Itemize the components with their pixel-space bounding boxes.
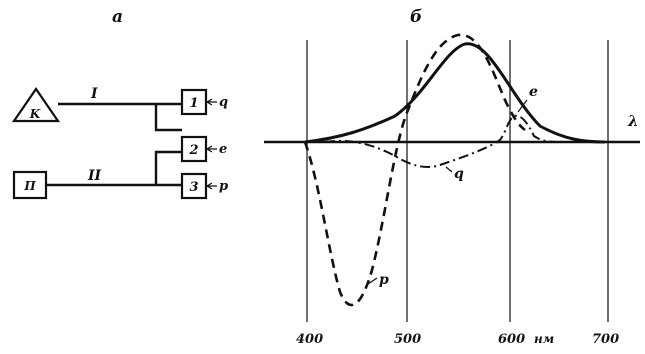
wire-branch-2	[154, 150, 182, 185]
wire-branch-1	[154, 104, 182, 132]
source-p-label: П	[23, 179, 36, 193]
x-unit-label: нм	[534, 332, 554, 346]
output-arrow-3	[205, 182, 217, 190]
line-2-label: II	[87, 168, 102, 184]
output-q-label: q	[219, 95, 228, 110]
curve-label-q: q	[454, 166, 464, 182]
curve-b-dashed	[303, 33, 526, 307]
axis-lambda-label: λ	[627, 112, 639, 130]
output-p-label: p	[219, 179, 228, 194]
label-leader-e	[517, 99, 528, 113]
box-1-number: 1	[189, 96, 198, 111]
tick-label-600: 600	[498, 332, 525, 347]
box-2-number: 2	[188, 143, 198, 158]
curve-e	[304, 42, 606, 144]
output-arrow-2	[205, 145, 217, 153]
output-arrow-1	[205, 98, 217, 106]
block-diagram: a K П I II 1 2 3 q e p	[11, 7, 228, 200]
output-e-label: e	[219, 142, 227, 157]
tick-label-500: 500	[394, 332, 421, 347]
spectral-plot: б λ e q p 400 500 600 700 нм	[264, 7, 640, 347]
panel-b-label: б	[410, 7, 422, 27]
label-leader-q	[445, 166, 453, 173]
source-k-label: K	[29, 107, 41, 121]
curve-label-p: p	[379, 272, 389, 288]
tick-label-700: 700	[592, 332, 619, 347]
box-3-number: 3	[189, 180, 198, 195]
panel-a-label: a	[112, 7, 123, 27]
curve-label-e: e	[529, 84, 538, 100]
line-1-label: I	[90, 86, 98, 102]
tick-label-400: 400	[296, 332, 323, 347]
label-leader-p	[367, 277, 378, 285]
curve-q-dashdot	[324, 114, 561, 168]
source-k-triangle	[11, 87, 61, 123]
